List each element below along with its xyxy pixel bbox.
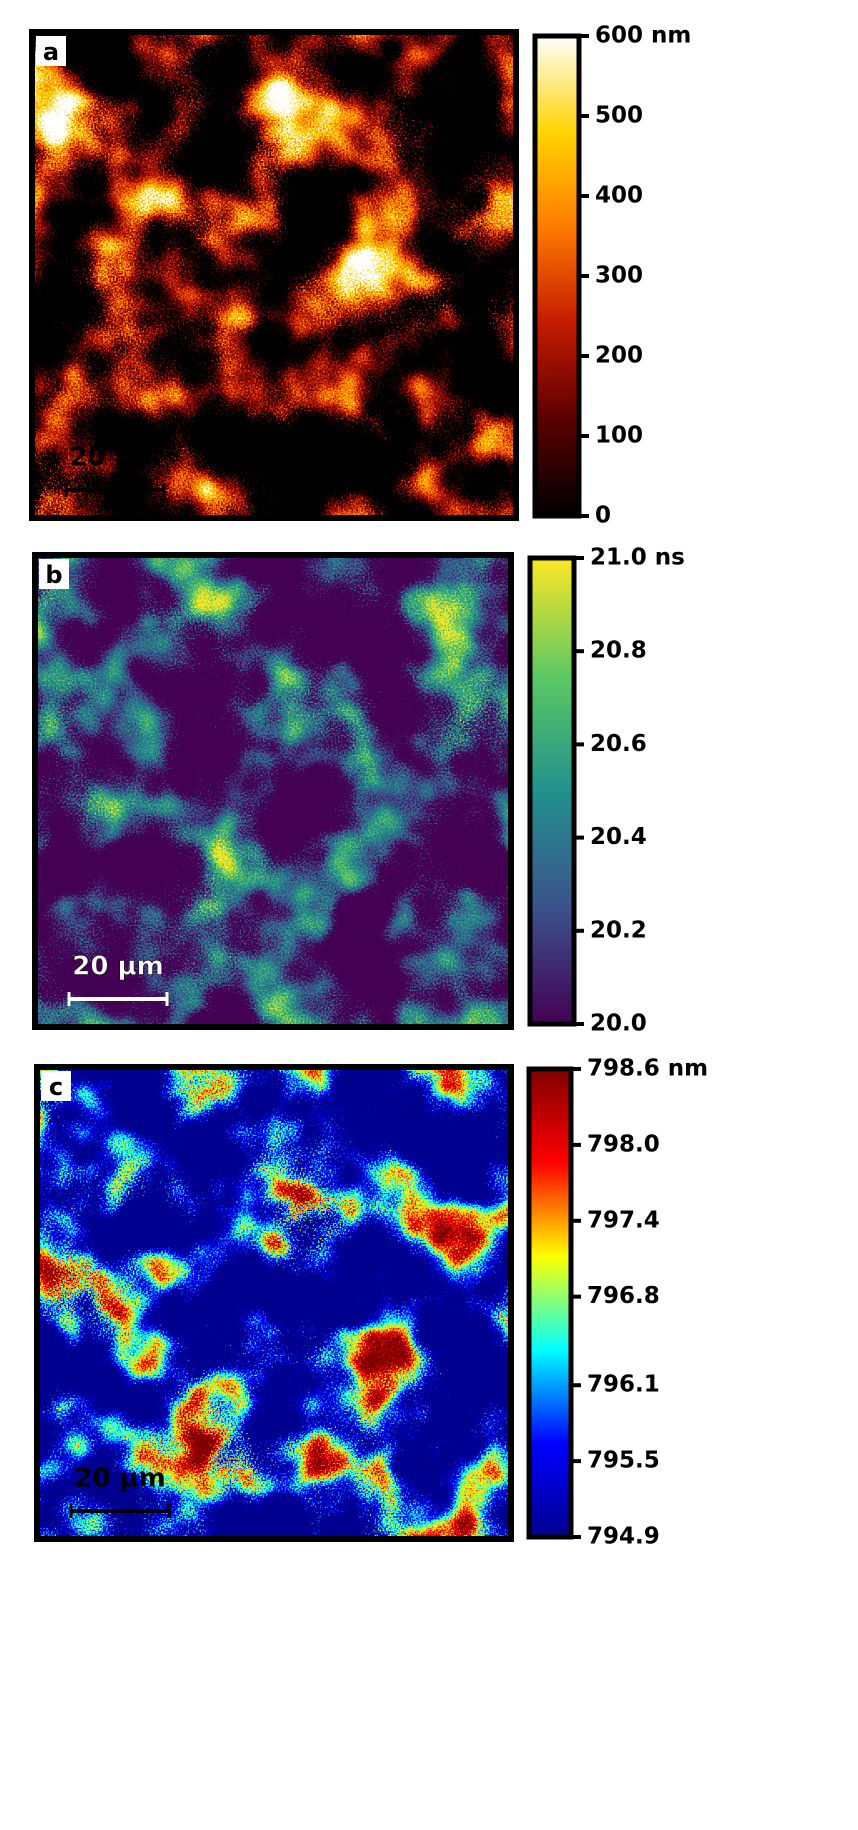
- colorbar-tick-label: 200: [595, 343, 643, 369]
- colorbar: [526, 1066, 574, 1540]
- image-frame: [34, 1064, 514, 1542]
- colorbar-tick-label: 300: [595, 263, 643, 289]
- scale-bar-label: 20 µm: [69, 443, 160, 473]
- image-map: [37, 1067, 511, 1539]
- colorbar-tick-label: 20.4: [590, 824, 647, 850]
- colorbar-tick-label: 20.6: [590, 731, 647, 757]
- colorbar-tick-label: 20.8: [590, 638, 647, 664]
- colorbar-tick-label: 796.1: [587, 1372, 660, 1398]
- colorbar-tick-label: 797.4: [587, 1207, 660, 1233]
- colorbar-tick-label: 796.8: [587, 1283, 660, 1309]
- colorbar-tick-label: 794.9: [587, 1524, 660, 1550]
- image-map: [32, 32, 516, 518]
- image-frame: [32, 552, 514, 1030]
- scale-bar-label: 20 µm: [72, 952, 163, 982]
- colorbar-tick-label: 0: [595, 503, 611, 529]
- colorbar-tick-label: 795.5: [587, 1448, 660, 1474]
- colorbar-tick-label: 20.0: [590, 1011, 647, 1037]
- colorbar-tick-label: 21.0 ns: [590, 545, 685, 571]
- colorbar: [532, 33, 582, 519]
- image-map: [35, 555, 511, 1027]
- panel-label-box: [36, 36, 66, 66]
- panel-label-box: [39, 559, 69, 589]
- panel-label-box: [41, 1071, 71, 1101]
- colorbar-tick-label: 600 nm: [595, 23, 691, 49]
- panel-label: c: [49, 1073, 63, 1101]
- colorbar-tick-label: 20.2: [590, 917, 647, 943]
- colorbar-tick-label: 798.6 nm: [587, 1056, 708, 1082]
- colorbar-tick-label: 798.0: [587, 1131, 660, 1157]
- image-frame: [29, 29, 519, 521]
- panel-label: b: [45, 561, 62, 589]
- scale-bar-label: 20 µm: [74, 1464, 165, 1494]
- colorbar-tick-label: 400: [595, 183, 643, 209]
- colorbar-tick-label: 100: [595, 423, 643, 449]
- panel-label: a: [43, 38, 59, 66]
- colorbar: [527, 555, 577, 1027]
- colorbar-tick-label: 500: [595, 103, 643, 129]
